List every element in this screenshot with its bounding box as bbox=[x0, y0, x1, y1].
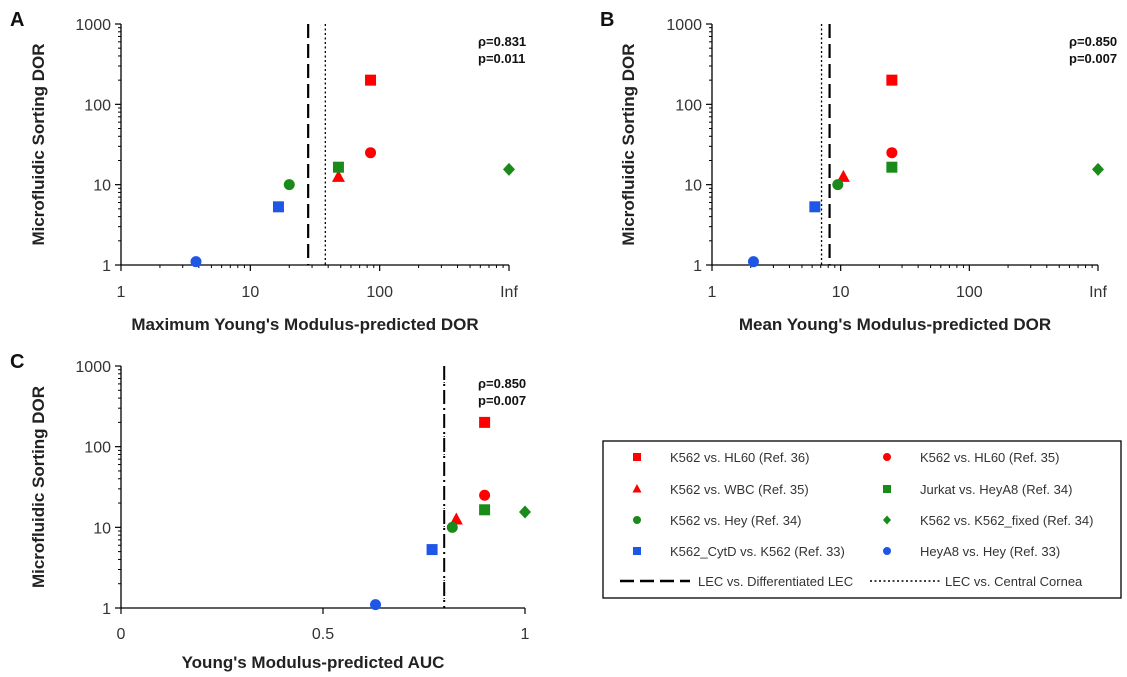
legend-item-jurkat-vs-heya8-ref-34: Jurkat vs. HeyA8 (Ref. 34) bbox=[883, 482, 1072, 497]
legend-item-heya8-vs-hey-ref-33: HeyA8 vs. Hey (Ref. 33) bbox=[883, 544, 1060, 559]
rho-stat: ρ=0.831 bbox=[478, 34, 526, 49]
point-k562-vs-k562-fixed-ref-34 bbox=[503, 162, 515, 176]
legend-marker bbox=[883, 485, 891, 493]
point-k562-vs-hey-ref-34 bbox=[832, 179, 844, 191]
point-k562-vs-hl60-ref-36 bbox=[479, 416, 491, 428]
point-k562-vs-hl60-ref-36 bbox=[886, 74, 898, 86]
x-tick-label: Inf bbox=[1089, 284, 1107, 301]
rho-stat: ρ=0.850 bbox=[1069, 34, 1117, 49]
y-tick-label: 1 bbox=[102, 258, 111, 275]
legend-marker bbox=[633, 547, 641, 555]
point-heya8-vs-hey-ref-33 bbox=[190, 256, 202, 268]
y-tick-label: 1000 bbox=[75, 17, 111, 34]
point-k562-vs-hey-ref-34 bbox=[283, 179, 295, 191]
legend: K562 vs. HL60 (Ref. 36) K562 vs. HL60 (Re… bbox=[620, 450, 1093, 589]
point-k562-cytd-vs-k562-ref-33 bbox=[426, 544, 438, 556]
legend-marker bbox=[883, 453, 891, 461]
panel-letter-b: B bbox=[600, 9, 614, 31]
point-k562-vs-k562-fixed-ref-34 bbox=[1092, 162, 1104, 176]
p-stat: p=0.007 bbox=[1069, 51, 1117, 66]
legend-box bbox=[602, 440, 1122, 599]
point-k562-vs-hl60-ref-35 bbox=[479, 489, 491, 501]
legend-label: K562 vs. Hey (Ref. 34) bbox=[670, 513, 802, 528]
legend-item-lec-vs-central-cornea: LEC vs. Central Cornea bbox=[870, 574, 1083, 589]
x-tick-label: 10 bbox=[241, 284, 259, 301]
legend-label: HeyA8 vs. Hey (Ref. 33) bbox=[920, 544, 1060, 559]
point-k562-vs-hl60-ref-35 bbox=[886, 147, 898, 159]
x-tick-label: 1 bbox=[521, 626, 530, 643]
legend-label: K562_CytD vs. K562 (Ref. 33) bbox=[670, 544, 845, 559]
legend-item-k562-cytd-vs-k562-ref-33: K562_CytD vs. K562 (Ref. 33) bbox=[633, 544, 845, 559]
legend-label: Jurkat vs. HeyA8 (Ref. 34) bbox=[920, 482, 1072, 497]
p-stat: p=0.007 bbox=[478, 393, 526, 408]
legend-label: K562 vs. HL60 (Ref. 36) bbox=[670, 450, 809, 465]
y-tick-label: 100 bbox=[675, 97, 702, 114]
y-tick-label: 1000 bbox=[75, 359, 111, 376]
x-axis-title: Young's Modulus-predicted AUC bbox=[182, 653, 445, 672]
legend-marker bbox=[633, 453, 641, 461]
legend-item-k562-vs-k562-fixed-ref-34: K562 vs. K562_fixed (Ref. 34) bbox=[883, 513, 1093, 528]
y-tick-label: 1000 bbox=[666, 17, 702, 34]
legend-marker bbox=[883, 547, 891, 555]
x-tick-label: 1 bbox=[708, 284, 717, 301]
legend-label: K562 vs. HL60 (Ref. 35) bbox=[920, 450, 1059, 465]
p-stat: p=0.011 bbox=[478, 51, 525, 66]
y-tick-label: 100 bbox=[84, 440, 111, 457]
panel-c-plot: 1 10 100 1000 0 0.5 1 Young's Modulus-predicted… bbox=[29, 359, 531, 672]
panel-a-plot: 1 10 100 1000 1 10 100 Inf Maximum Young's Modul… bbox=[29, 17, 526, 334]
y-tick-label: 1 bbox=[693, 258, 702, 275]
point-heya8-vs-hey-ref-33 bbox=[747, 256, 759, 268]
point-heya8-vs-hey-ref-33 bbox=[370, 599, 382, 611]
x-tick-label: 1 bbox=[117, 284, 126, 301]
x-tick-label: Inf bbox=[500, 284, 518, 301]
x-tick-label: 100 bbox=[956, 284, 983, 301]
y-tick-label: 1 bbox=[102, 601, 111, 618]
x-axis-title: Maximum Young's Modulus-predicted DOR bbox=[131, 315, 478, 334]
legend-item-k562-vs-hey-ref-34: K562 vs. Hey (Ref. 34) bbox=[633, 513, 802, 528]
point-k562-vs-hl60-ref-35 bbox=[365, 147, 377, 159]
y-axis-title: Microfluidic Sorting DOR bbox=[29, 386, 48, 588]
point-k562-vs-wbc-ref-35 bbox=[449, 512, 463, 525]
point-k562-cytd-vs-k562-ref-33 bbox=[809, 201, 821, 213]
point-k562-cytd-vs-k562-ref-33 bbox=[272, 201, 284, 213]
point-k562-vs-wbc-ref-35 bbox=[331, 169, 345, 182]
point-jurkat-vs-heya8-ref-34 bbox=[332, 161, 344, 173]
legend-marker bbox=[633, 516, 641, 524]
legend-item-k562-vs-wbc-ref-35: K562 vs. WBC (Ref. 35) bbox=[632, 482, 809, 497]
point-k562-vs-wbc-ref-35 bbox=[836, 169, 850, 182]
legend-item-k562-vs-hl60-ref-35: K562 vs. HL60 (Ref. 35) bbox=[883, 450, 1059, 465]
legend-item-lec-vs-differentiated-lec: LEC vs. Differentiated LEC bbox=[620, 574, 853, 589]
x-tick-label: 0.5 bbox=[312, 626, 334, 643]
legend-label: LEC vs. Central Cornea bbox=[945, 574, 1083, 589]
rho-stat: ρ=0.850 bbox=[478, 376, 526, 391]
legend-item-k562-vs-hl60-ref-36: K562 vs. HL60 (Ref. 36) bbox=[633, 450, 809, 465]
legend-marker bbox=[883, 515, 891, 525]
legend-marker bbox=[632, 484, 642, 493]
y-axis-title: Microfluidic Sorting DOR bbox=[29, 43, 48, 245]
y-tick-label: 100 bbox=[84, 97, 111, 114]
y-tick-label: 10 bbox=[93, 520, 111, 537]
panel-letter-a: A bbox=[10, 9, 24, 31]
x-tick-label: 10 bbox=[832, 284, 850, 301]
legend-label: LEC vs. Differentiated LEC bbox=[698, 574, 853, 589]
point-jurkat-vs-heya8-ref-34 bbox=[886, 161, 898, 173]
legend-label: K562 vs. WBC (Ref. 35) bbox=[670, 482, 809, 497]
point-k562-vs-hey-ref-34 bbox=[446, 521, 458, 533]
point-k562-vs-k562-fixed-ref-34 bbox=[519, 505, 531, 519]
point-jurkat-vs-heya8-ref-34 bbox=[479, 504, 491, 516]
point-k562-vs-hl60-ref-36 bbox=[365, 74, 377, 86]
panel-b-plot: 1 10 100 1000 1 10 100 Inf Mean Young's Modulus-… bbox=[619, 17, 1117, 334]
x-tick-label: 0 bbox=[117, 626, 126, 643]
panel-letter-c: C bbox=[10, 351, 24, 373]
y-tick-label: 10 bbox=[684, 178, 702, 195]
x-tick-label: 100 bbox=[366, 284, 393, 301]
y-tick-label: 10 bbox=[93, 178, 111, 195]
legend-label: K562 vs. K562_fixed (Ref. 34) bbox=[920, 513, 1093, 528]
x-axis-title: Mean Young's Modulus-predicted DOR bbox=[739, 315, 1051, 334]
y-axis-title: Microfluidic Sorting DOR bbox=[619, 43, 638, 245]
